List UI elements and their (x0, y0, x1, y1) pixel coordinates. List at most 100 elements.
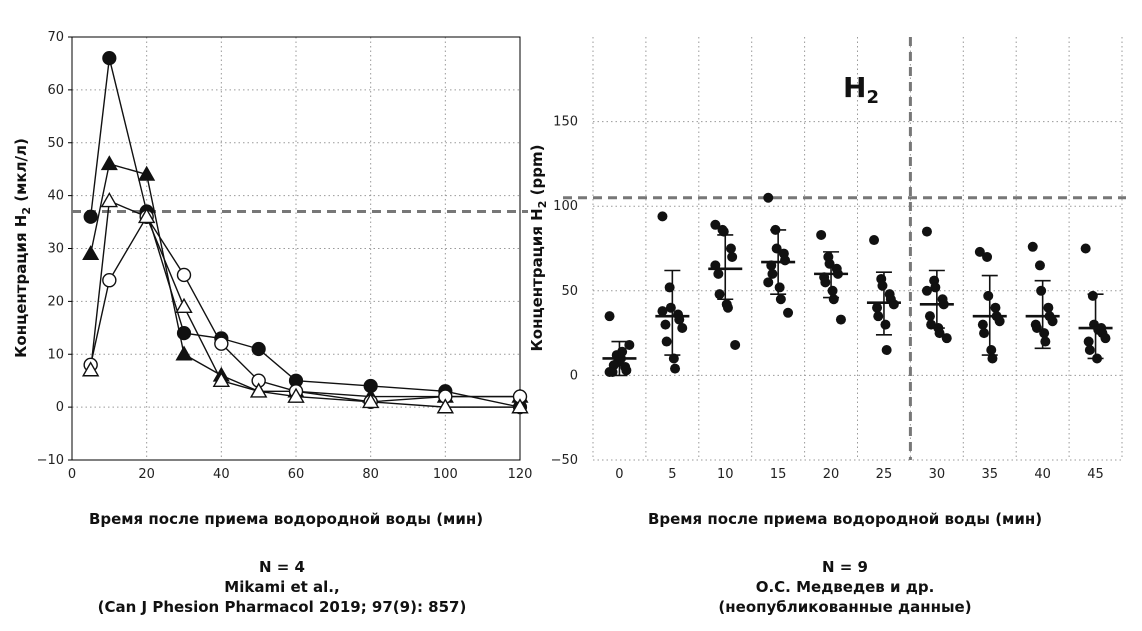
left-caption-line: N = 4 (259, 558, 305, 576)
left-y-tick-label: 10 (47, 347, 64, 362)
right-group-7-point (986, 345, 997, 356)
left-series-3-point (511, 398, 529, 414)
right-group-1-point (661, 336, 672, 347)
left-x-tick-label: 20 (138, 467, 155, 482)
right-group-1-point (670, 363, 681, 374)
left-x-tick-label: 40 (213, 467, 230, 482)
right-group-6-point (924, 311, 935, 322)
right-group-5-point (881, 345, 892, 356)
right-x-tick-label: 45 (1087, 467, 1104, 482)
left-series-3-point (81, 361, 100, 377)
left-series-3-point (249, 382, 268, 398)
right-group-0-point (604, 367, 615, 378)
left-series-2-point (214, 336, 229, 351)
right-group-1-point (677, 323, 688, 334)
right-group-7-point (983, 290, 994, 301)
right-group-2-point (718, 226, 729, 237)
right-group-3-point (783, 307, 794, 318)
left-x-tick-label: 120 (508, 467, 533, 482)
left-series-line-3 (89, 199, 520, 408)
right-group-7-point (977, 319, 988, 330)
right-x-tick-label: 15 (770, 467, 787, 482)
right-group-3-point (763, 277, 774, 288)
right-group-1-point (665, 302, 676, 313)
right-group-8-point (1034, 260, 1045, 271)
right-chart-title-subscript: 2 (866, 87, 879, 108)
left-series-3-point (212, 371, 231, 388)
right-group-4-point (835, 314, 846, 325)
right-group-3-point (780, 255, 791, 266)
left-y-tick-label: 40 (47, 189, 64, 204)
right-x-tick-label: 5 (668, 467, 676, 482)
right-x-tick-label: 35 (981, 467, 998, 482)
right-group-7-point (979, 328, 990, 339)
right-y-tick-label: −50 (551, 453, 578, 468)
right-group-3-point (775, 294, 786, 305)
right-group-5-point (877, 280, 888, 291)
right-group-8-point (1036, 285, 1047, 296)
left-y-tick-label: −10 (37, 453, 64, 468)
left-y-tick-label: 0 (56, 400, 64, 415)
left-series-line-2 (89, 215, 520, 403)
right-group-7-point (987, 353, 998, 364)
right-x-tick-label: 10 (717, 467, 734, 482)
right-group-0-point (621, 365, 632, 376)
y-axis-label: Концентрация H2 (ppm) (528, 145, 549, 352)
right-group-6-point (941, 333, 952, 344)
left-series-3-point (137, 207, 156, 224)
left-x-axis-label: Время после приема водородной воды (мин) (89, 510, 483, 528)
right-y-tick-label: 100 (553, 199, 578, 214)
left-caption-line: (Can J Phesion Pharmacol 2019; 97(9): 85… (98, 598, 467, 616)
right-group-1-point (657, 306, 668, 317)
right-group-1-point (657, 211, 668, 222)
right-group-1-point (668, 353, 679, 364)
right-chart-title-main: H (843, 71, 866, 104)
right-caption-line: О.С. Медведев и др. (756, 578, 935, 596)
right-caption-line: (неопубликованные данные) (718, 598, 971, 616)
right-group-7-point (994, 316, 1005, 327)
y-axis-label-unit: (мкл/л) (12, 138, 30, 207)
right-group-2-point (730, 339, 741, 350)
right-group-2-point (725, 243, 736, 254)
left-series-3-point (287, 387, 305, 403)
right-group-1-point (664, 282, 675, 293)
left-caption-line: Mikami et al., (224, 578, 339, 596)
left-y-tick-label: 30 (47, 242, 64, 257)
right-y-tick-label: 0 (570, 368, 578, 383)
left-plot-frame (71, 36, 521, 461)
right-group-8-point (1039, 328, 1050, 339)
right-group-2-point (710, 219, 721, 230)
right-x-tick-label: 40 (1034, 467, 1051, 482)
right-group-0-point (604, 311, 615, 322)
right-y-tick-label: 150 (553, 115, 578, 130)
y-axis-label-subscript: 2 (20, 207, 33, 215)
right-group-8-point (1031, 323, 1042, 334)
right-group-7-point (982, 251, 993, 262)
right-caption-line: N = 9 (822, 558, 868, 576)
y-axis-label: Концентрация H2 (мкл/л) (12, 138, 33, 358)
right-group-5-point (872, 302, 883, 313)
right-group-9-point (1080, 243, 1091, 254)
right-x-axis-label: Время после приема водородной воды (мин) (648, 510, 1042, 528)
right-group-6-point (930, 282, 941, 293)
right-x-tick-label: 30 (929, 467, 946, 482)
right-group-2-point (727, 251, 738, 262)
left-y-tick-label: 70 (47, 30, 64, 45)
y-axis-label-main: Концентрация H (528, 208, 546, 351)
right-group-4-point (827, 285, 838, 296)
right-group-1-point (660, 319, 671, 330)
right-group-8-point (1043, 302, 1054, 313)
right-x-tick-label: 0 (615, 467, 623, 482)
right-group-5-point (888, 299, 899, 310)
right-group-7-point (990, 302, 1001, 313)
left-series-2-point (102, 273, 117, 288)
right-x-tick-label: 20 (823, 467, 840, 482)
right-group-5-point (869, 235, 880, 246)
left-series-1-point (82, 245, 100, 261)
left-x-tick-label: 80 (362, 467, 379, 482)
right-group-6-point (921, 285, 932, 296)
right-group-4-point (820, 277, 831, 288)
right-group-0-point (624, 339, 635, 350)
